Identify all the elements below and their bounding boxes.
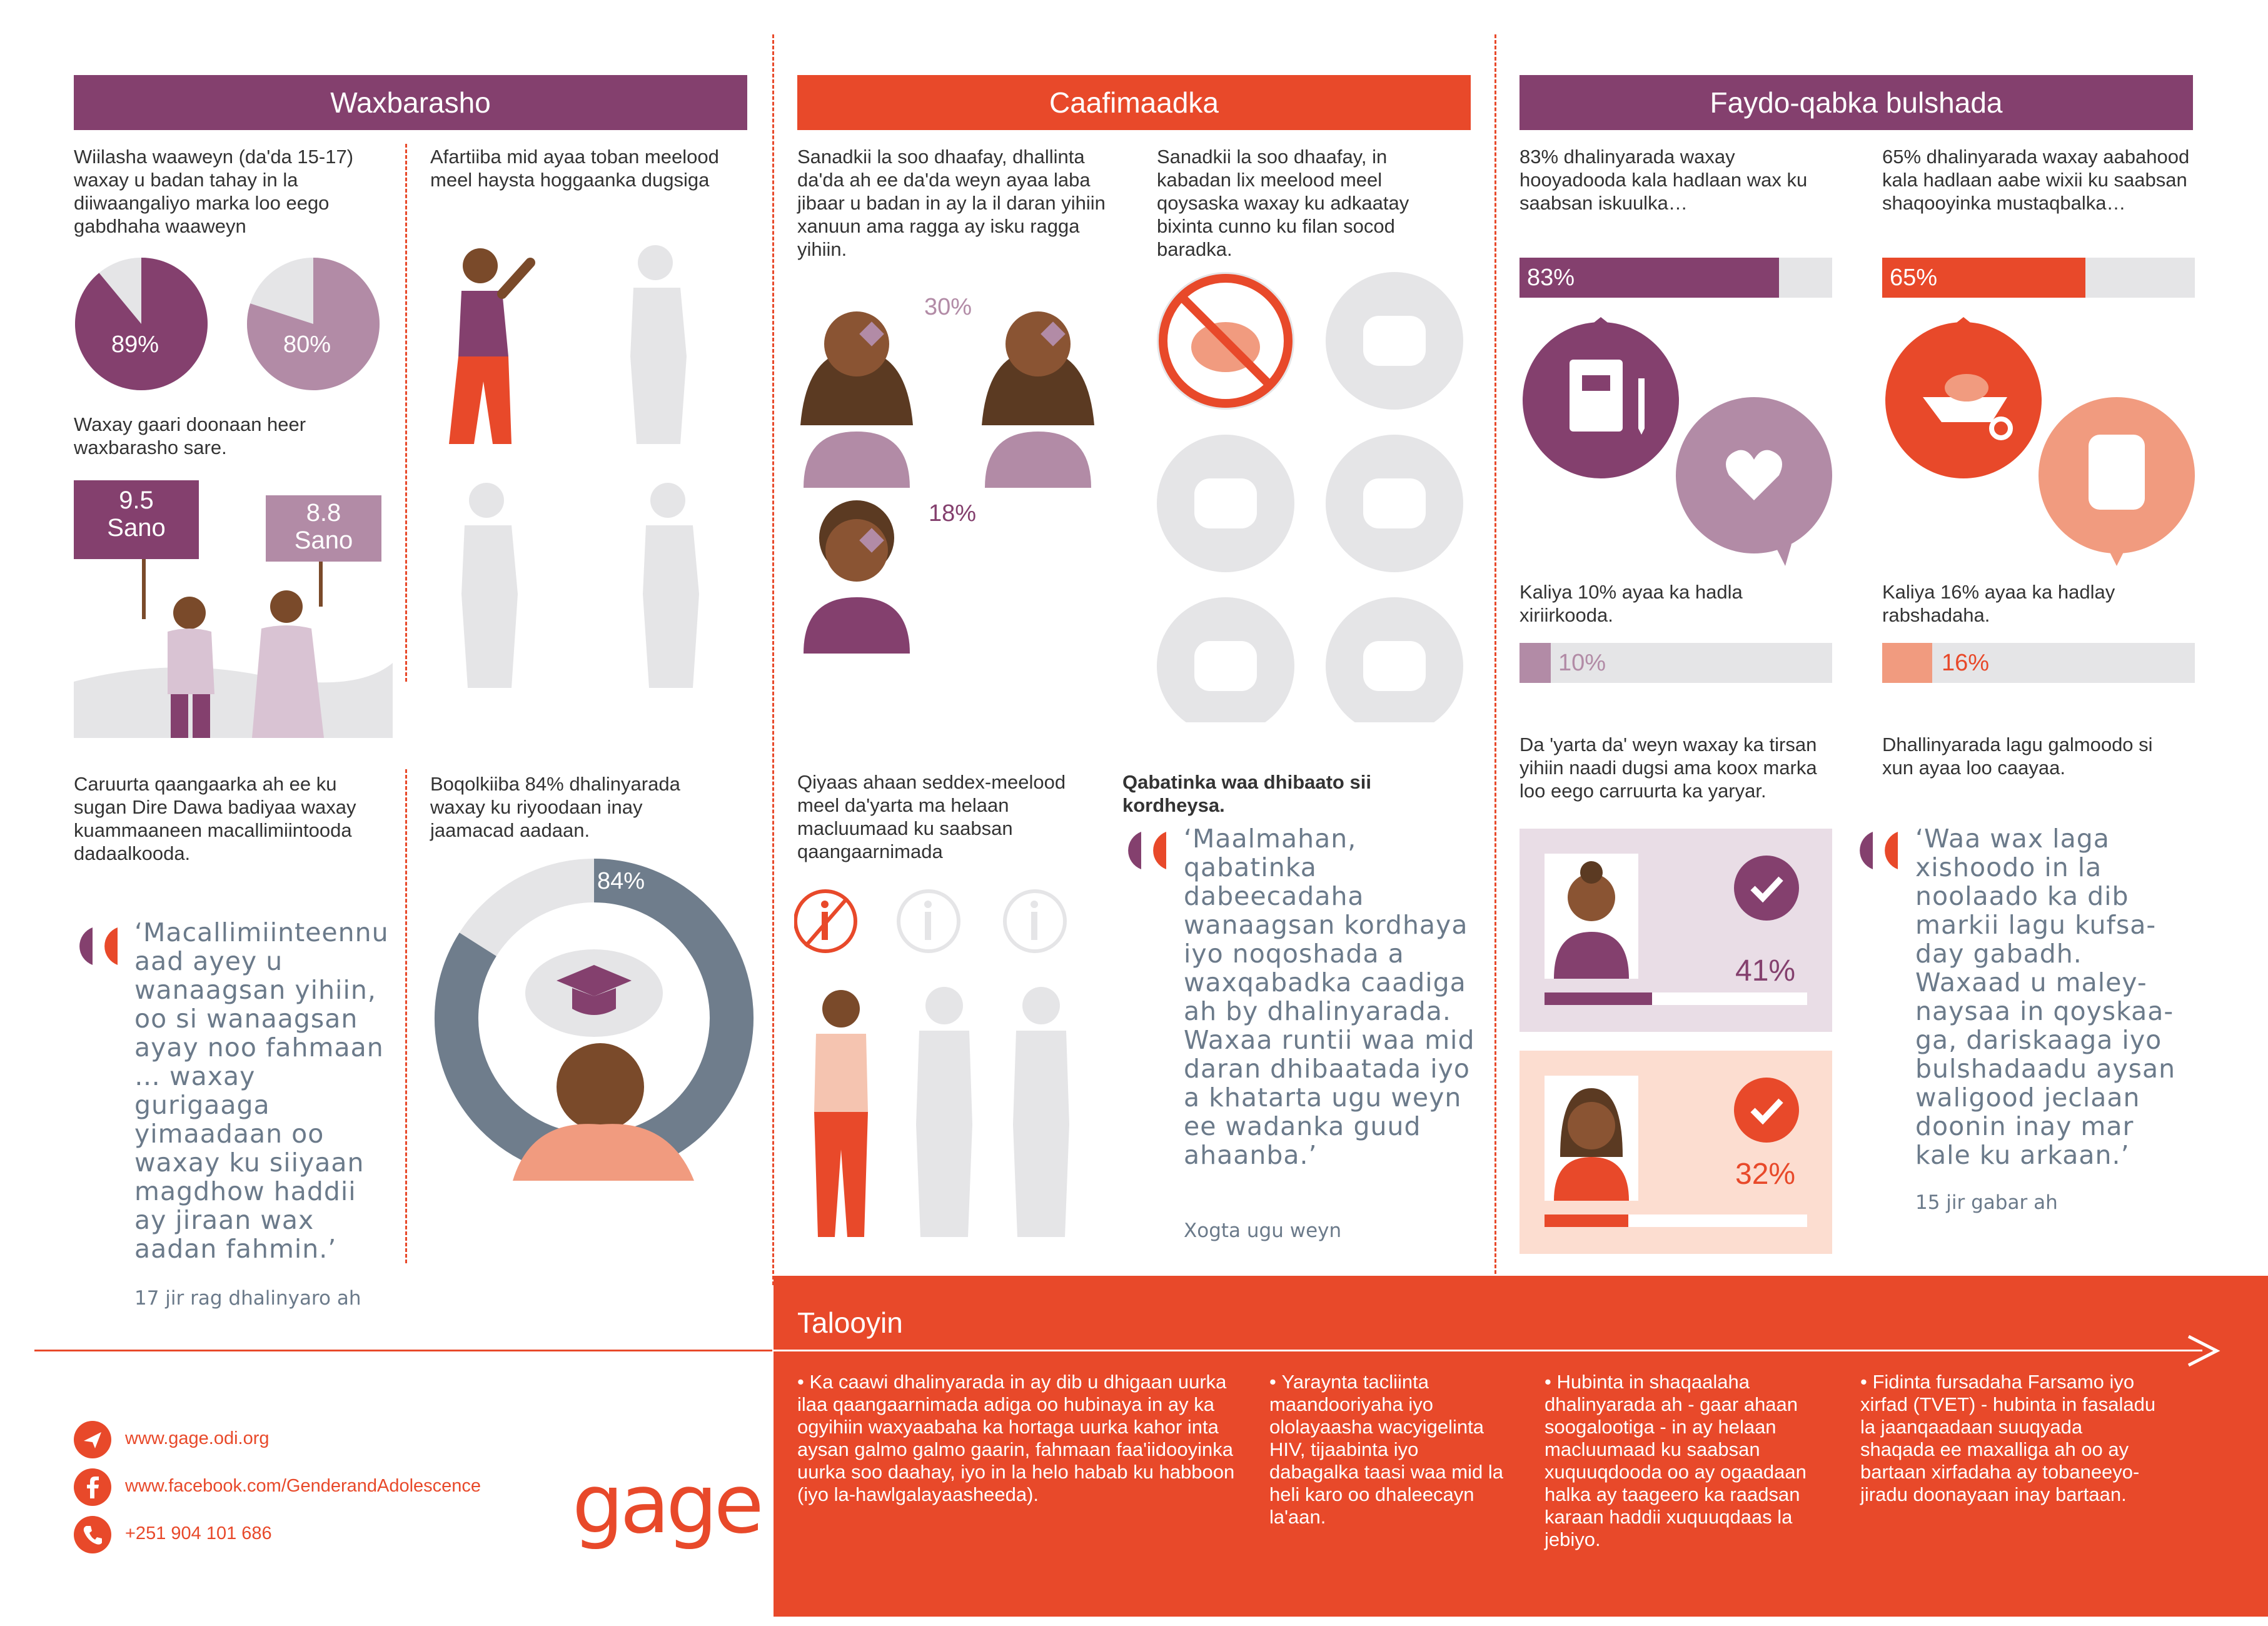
- divider-1: [772, 34, 774, 1285]
- edu-literacy-text: Afartiiba mid ayaa toban meelood meel ha…: [430, 146, 719, 191]
- health-pct-18: 18%: [929, 500, 977, 527]
- students-illustration: [449, 245, 699, 688]
- health-khat-title: Qabatinka waa dhibaato sii kordheysa.: [1122, 771, 1371, 816]
- social-quote: ‘Waa wax laga xishoodo in la noolaado ka…: [1915, 824, 2176, 1170]
- social-girls-only-label: 10%: [1558, 650, 1606, 676]
- health-quote: ‘Maalmahan, qabatinka dabeecadaha wanaag…: [1184, 824, 1475, 1170]
- social-quote-attribution: 15 jir gabar ah: [1915, 1191, 2058, 1214]
- social-girls-only-bar: 10%: [1520, 643, 1832, 683]
- donut-chart: [435, 859, 753, 1181]
- recommendation-4: Fidinta fursadaha Farsamo iyo xirfad (TV…: [1860, 1371, 2156, 1505]
- phone-icon: [74, 1516, 111, 1553]
- education-header: Waxbarasho: [74, 75, 747, 130]
- timeline-line-white: [774, 1350, 2202, 1351]
- arrow-right-icon: [2187, 1335, 2220, 1367]
- edu-proud-text: Boqolkiiba 84% dhalinyarada waxay ku riy…: [430, 773, 680, 841]
- club-card-girls-pct: 41%: [1735, 954, 1796, 987]
- send-icon: [74, 1421, 111, 1458]
- boy-portrait: [1545, 1076, 1638, 1201]
- social-half-text: Da 'yarta da' weyn waxay ka tirsan yihii…: [1520, 734, 1817, 802]
- health-info-text: Qiyaas ahaan seddex-meelood meel da'yart…: [797, 771, 1066, 862]
- badge-check-icon: [1734, 856, 1799, 921]
- wheelbarrow-fist-illustration: [1885, 317, 2195, 566]
- edu-quote-attribution: 17 jir rag dhalinyaro ah: [134, 1287, 361, 1310]
- facebook-text: www.facebook.com/GenderandAdolescence: [125, 1476, 481, 1496]
- recommendation-item: • Hubinta in shaqaalaha dhalinyarada ah …: [1545, 1371, 1807, 1550]
- social-boys-bar-fill: [1882, 258, 2085, 298]
- recommendation-item: • Ka caawi dhalinyarada in ay dib u dhig…: [797, 1371, 1235, 1505]
- club-card-boys-bar: [1545, 1214, 1807, 1227]
- recommendation-item: • Yaraynta tacliinta maandooriyaha iyo o…: [1269, 1371, 1503, 1528]
- health-pct-30: 30%: [924, 294, 972, 320]
- social-girls-only-bar-fill: [1520, 643, 1551, 683]
- recommendation-1: Ka caawi dhalinyarada in ay dib u dhigaa…: [797, 1371, 1235, 1505]
- club-card-girls-bar-fill: [1545, 992, 1653, 1005]
- social-header: Faydo-qabka bulshada: [1520, 75, 2193, 130]
- health-food-text: Sanadkii la soo dhaafay, in kabadan lix …: [1157, 146, 1409, 260]
- health-quote-attribution: Xogta ugu weyn: [1184, 1220, 1342, 1242]
- club-card-boys-pct: 32%: [1735, 1158, 1796, 1191]
- quote-mark-icon: [1128, 832, 1166, 869]
- donut-label: 84%: [597, 868, 645, 894]
- social-boys-bar: 65%: [1882, 258, 2195, 298]
- sign-9-5: 9.5 Sano: [74, 480, 199, 559]
- protest-illustration: [74, 550, 393, 738]
- pie-chart-girls: [247, 258, 380, 390]
- divider-2: [1494, 34, 1496, 1285]
- edu-girls-text: Wiilasha waaweyn (da'da 15-17) waxay u b…: [74, 146, 354, 237]
- recommendations-panel: [774, 1276, 2268, 1617]
- timeline-line: [34, 1350, 772, 1351]
- info-icons-illustration: [794, 889, 1069, 1237]
- social-boys-text: 65% dhalinyarada waxay aabahood kala had…: [1882, 146, 2190, 214]
- club-card-boys-bar-fill: [1545, 1214, 1629, 1227]
- quote-mark-icon: [79, 927, 118, 965]
- social-boys-only-bar-fill: [1882, 643, 1932, 683]
- sign-8-8: 8.8 Sano: [266, 495, 381, 562]
- recommendation-2: Yaraynta tacliinta maandooriyaha iyo olo…: [1269, 1371, 1503, 1528]
- gage-logo[interactable]: gage: [572, 1457, 764, 1552]
- social-boys-only-text: Kaliya 16% ayaa ka hadlay rabshadaha.: [1882, 581, 2115, 626]
- recommendation-3: Hubinta in shaqaalaha dhalinyarada ah - …: [1545, 1371, 1807, 1550]
- pie2-label: 80%: [283, 331, 331, 358]
- phone-text: +251 904 101 686: [125, 1523, 272, 1543]
- social-girls-bar: 83%: [1520, 258, 1832, 298]
- divider-edu-2: [405, 769, 407, 1263]
- quote-mark-icon: [1860, 832, 1898, 869]
- sick-girls-illustration: [800, 311, 1094, 654]
- social-girls-only-text: Kaliya 10% ayaa ka hadla xiriirkooda.: [1520, 581, 1743, 626]
- pie1-label: 89%: [111, 331, 159, 358]
- social-boys-only-bar: 16%: [1882, 643, 2195, 683]
- social-girls-bar-label: 83%: [1527, 265, 1575, 291]
- club-card-boys: 32%: [1520, 1051, 1832, 1254]
- social-girls-text: 83% dhalinyarada waxay hooyadooda kala h…: [1520, 146, 1808, 214]
- social-girls-bar-fill: [1520, 258, 1779, 298]
- food-grid-illustration: [1157, 272, 1463, 722]
- edu-quote: ‘Macallimiinteennu aad ayey u wanaagsan …: [134, 917, 389, 1264]
- social-bully-text: Dhallinyarada lagu galmoodo si xun ayaa …: [1882, 734, 2153, 779]
- health-header: Caafimaadka: [797, 75, 1471, 130]
- social-boys-bar-label: 65%: [1890, 265, 1938, 291]
- website-text: www.gage.odi.org: [125, 1428, 270, 1448]
- edu-diredawa-text: Caruurta qaangaarka ah ee ku sugan Dire …: [74, 773, 356, 864]
- social-boys-only-label: 16%: [1942, 650, 1990, 676]
- club-card-girls: 41%: [1520, 829, 1832, 1032]
- sign2-text: 8.8 Sano: [294, 499, 353, 554]
- badge-check-icon: [1734, 1078, 1799, 1143]
- girl-portrait: [1545, 854, 1638, 979]
- recommendation-item: • Fidinta fursadaha Farsamo iyo xirfad (…: [1860, 1371, 2156, 1505]
- school-heart-illustration: [1523, 317, 1832, 566]
- pie-chart-boys: [75, 258, 208, 390]
- divider-edu-1: [405, 144, 407, 682]
- edu-aspire-text: Waxay gaari doonaan heer waxbarasho sare…: [74, 413, 306, 458]
- recommendations-title: Talooyin: [797, 1306, 903, 1339]
- facebook-icon: [74, 1468, 111, 1506]
- club-card-girls-bar: [1545, 992, 1807, 1005]
- health-illness-text: Sanadkii la soo dhaafay, dhallinta da'da…: [797, 146, 1106, 260]
- sign1-text: 9.5 Sano: [107, 487, 166, 542]
